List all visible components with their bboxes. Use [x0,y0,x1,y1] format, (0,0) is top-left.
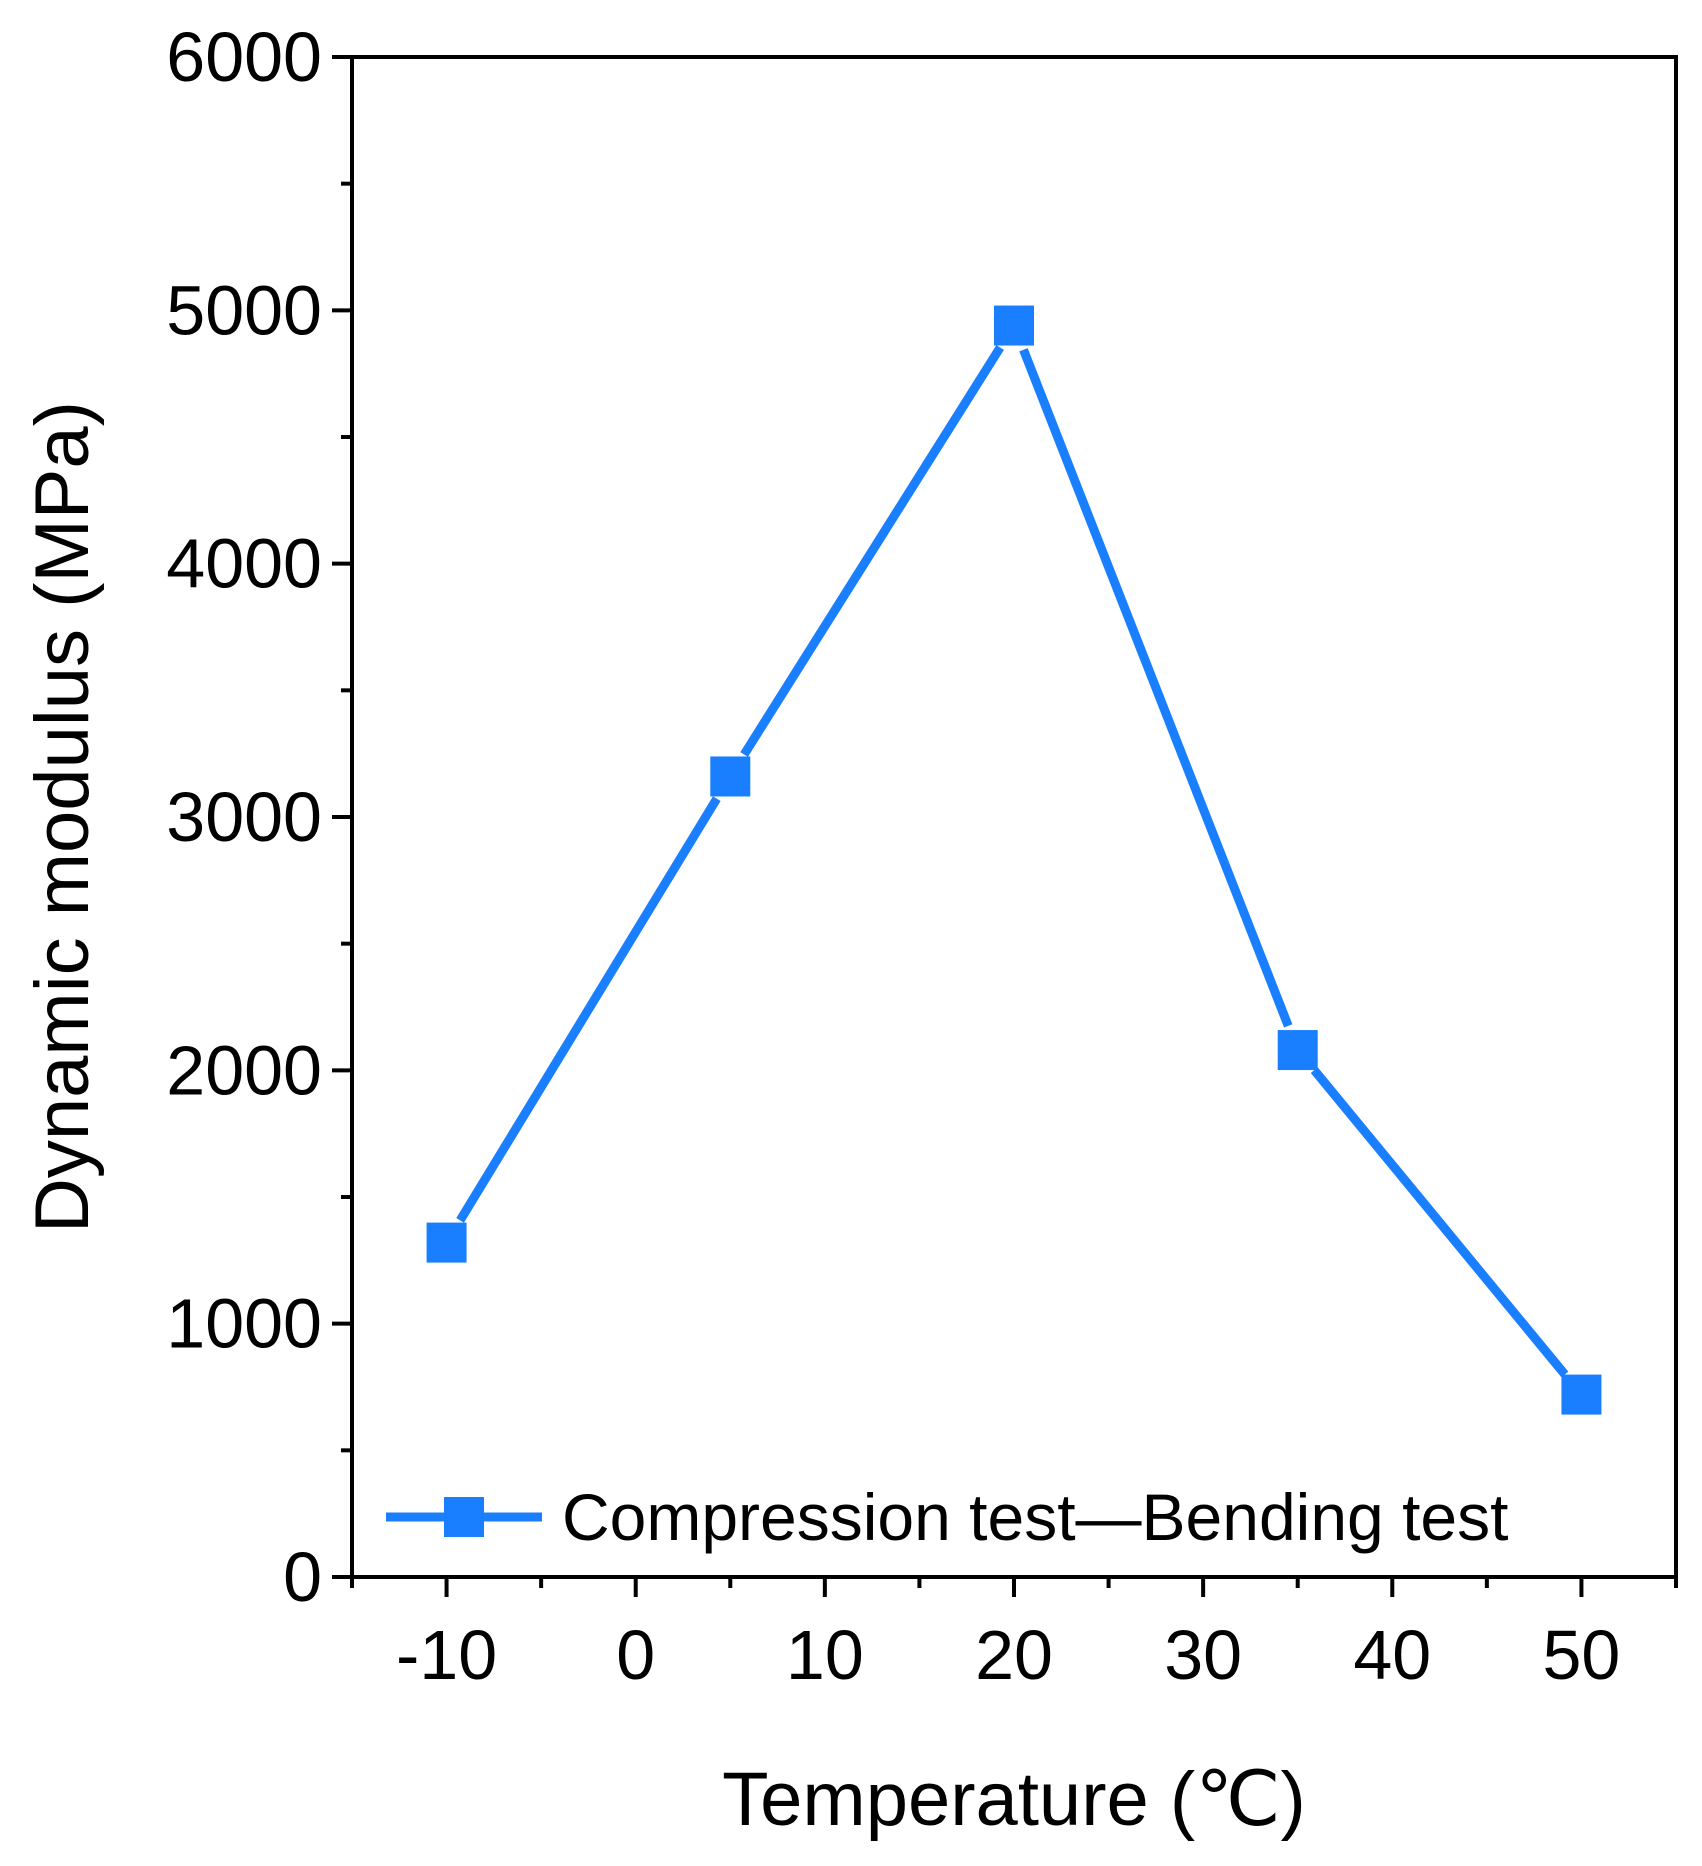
series-line-segment [1019,348,1293,1028]
series-layer [426,305,1602,1415]
data-point-marker [1277,1030,1318,1071]
plot-frame [350,55,1678,1579]
y-axis-ticks: 0 1000 2000 3000 4000 5000 6000 [166,18,352,1616]
y-tick-label: 3000 [166,778,322,856]
x-tick-label: 40 [1353,1616,1431,1694]
y-tick-label: 1000 [166,1285,322,1363]
y-tick-label: 4000 [166,525,322,603]
y-axis-label: Dynamic modulus (MPa) [20,401,105,1233]
x-axis-label: Temperature (℃) [722,1757,1306,1842]
x-axis-ticks: -10 0 10 20 30 40 50 [350,1577,1678,1694]
x-tick-label: 30 [1164,1616,1242,1694]
legend-label: Compression test—Bending test [562,1480,1508,1554]
x-tick-label: 50 [1542,1616,1620,1694]
series-line-segment [1310,1067,1569,1378]
y-tick-label: 6000 [166,18,322,96]
series-line-segment [456,796,721,1223]
legend-marker [444,1497,484,1537]
data-point-marker [710,756,751,797]
x-tick-label: -10 [396,1616,497,1694]
y-tick-label: 2000 [166,1031,322,1109]
legend: Compression test—Bending test [386,1480,1508,1554]
data-point-marker [426,1222,467,1263]
y-tick-label: 5000 [166,271,322,349]
data-point-marker [994,305,1034,346]
x-tick-label: 10 [786,1616,864,1694]
x-tick-label: 0 [616,1616,655,1694]
x-tick-label: 20 [975,1616,1053,1694]
data-point-marker [1561,1374,1602,1415]
y-tick-label: 0 [283,1538,322,1616]
series-line-segment [740,345,1004,757]
